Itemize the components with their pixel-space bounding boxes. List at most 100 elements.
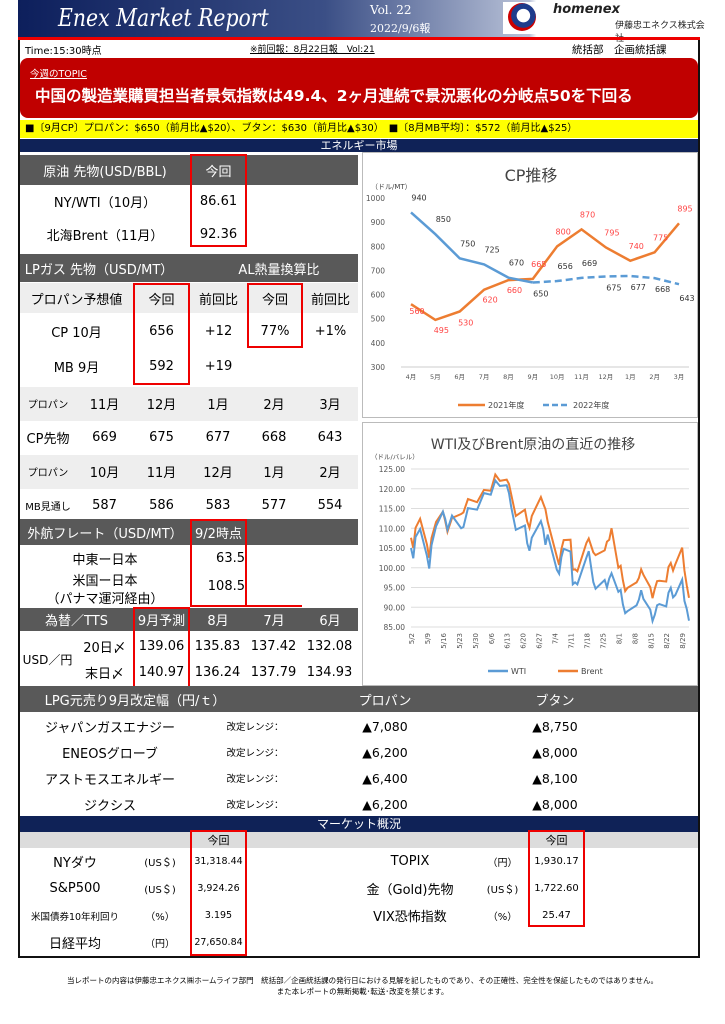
- department: 統括部 企画統括課: [572, 44, 667, 56]
- wholesale-header-label: LPG元売り9月改定幅（円/ｔ）: [44, 693, 226, 709]
- cp-month-row: [20, 387, 358, 421]
- al-col-now: 今回: [261, 292, 288, 308]
- forward-cp-values-cell: 669: [92, 429, 117, 445]
- wholesale-butane: ▲8,000: [532, 744, 578, 760]
- crude-header-label: 原油 先物(USD/BBL): [43, 164, 167, 180]
- y-tick-label: 500: [371, 315, 386, 324]
- x-tick-label: 10月: [550, 373, 565, 381]
- x-tick-label: 7/25: [599, 633, 607, 649]
- crude-header: [20, 155, 358, 185]
- chart-title: CP推移: [505, 166, 558, 185]
- x-tick-label: 8/29: [679, 633, 687, 649]
- y-tick-label: 600: [371, 291, 386, 300]
- wholesale-company: ジャパンガスエナジー: [44, 720, 175, 736]
- data-label-2022: 669: [582, 259, 597, 268]
- al-now: 77%: [260, 323, 290, 339]
- series-2021-line: [410, 222, 680, 322]
- x-tick-label: 8/8: [631, 633, 639, 644]
- y-tick-label: 1000: [366, 194, 385, 203]
- fx-col-jun: 6月: [319, 614, 341, 629]
- market-unit: (US＄): [144, 858, 176, 869]
- market-value: 25.47: [542, 910, 571, 921]
- legend-wti: WTI: [511, 667, 526, 676]
- forward-cp-months-cell: 12月: [146, 397, 177, 413]
- y-tick-label: 700: [371, 266, 386, 275]
- y-tick-label: 105.00: [379, 544, 405, 553]
- market-value: 1,722.60: [534, 883, 579, 894]
- fx-value: 137.79: [250, 664, 297, 680]
- freight-me-value: 63.5: [216, 550, 245, 566]
- y-tick-label: 85.00: [384, 623, 406, 632]
- fx-col-forecast: 9月予測: [137, 614, 186, 629]
- data-label-2022: 750: [460, 239, 475, 248]
- data-label-2021: 665: [531, 260, 546, 269]
- forward-mb-months-cell: 2月: [319, 465, 341, 481]
- x-tick-label: 5/16: [440, 632, 448, 648]
- x-tick-label: 7/11: [568, 633, 576, 649]
- market-unit: （円）: [145, 939, 175, 950]
- report-header: Enex Market Report Vol. 22 2022/9/6報 hom…: [18, 0, 713, 44]
- al-diff: +1%: [314, 323, 347, 339]
- legend-brent: Brent: [581, 667, 603, 676]
- crude-chart: WTI及びBrent原油の直近の推移 （ドル/バレル） 85.00 90.00 95.0…: [362, 422, 698, 686]
- wholesale-header: [20, 686, 698, 712]
- market-value: 31,318.44: [194, 856, 243, 867]
- mb-label: MB 9月: [53, 360, 100, 376]
- market-name: S&P500: [49, 881, 101, 896]
- forward-mb-months-cell: プロパン: [27, 467, 69, 479]
- x-tick-label: 6/27: [536, 633, 544, 649]
- y-tick-label: 120.00: [379, 485, 405, 494]
- forward-mb-months-cell: 1月: [263, 465, 285, 481]
- forward-cp-values-cell: 643: [317, 429, 343, 445]
- previous-report-link[interactable]: ※前回報：8月22日報 Vol:21: [250, 45, 375, 55]
- forward-mb-months-cell: 12月: [203, 465, 233, 481]
- crude-col-now: 今回: [205, 164, 232, 180]
- company-logo: homenex 伊藤忠エネクス株式会社: [503, 2, 713, 44]
- y-tick-label: 110.00: [379, 524, 405, 533]
- fx-row-label: 20日〆: [83, 640, 126, 656]
- forward-mb-months-cell: 11月: [146, 465, 177, 481]
- data-label-2022: 643: [679, 294, 694, 303]
- data-label-2022: 670: [509, 259, 524, 268]
- wholesale-propane: ▲6,200: [362, 744, 408, 760]
- x-tick-label: 5/2: [408, 633, 416, 644]
- wholesale-butane: ▲8,750: [532, 718, 578, 734]
- y-tick-label: 90.00: [384, 603, 406, 612]
- data-label-2022: 850: [436, 215, 451, 224]
- forward-mb-values-cell: MB見通し: [25, 501, 71, 513]
- fx-value: 134.93: [306, 664, 353, 680]
- data-label-2021: 530: [458, 318, 473, 327]
- forward-cp-values-cell: 675: [149, 429, 174, 445]
- wholesale-range-label: 改定レンジ：: [226, 748, 284, 759]
- market-unit: (US＄): [486, 885, 519, 896]
- series-2022-forecast-line: [532, 274, 680, 286]
- market-title: マーケット概況: [20, 816, 698, 832]
- crude-chart-svg: WTI及びBrent原油の直近の推移 （ドル/バレル） 85.00 90.00 95.0…: [371, 436, 690, 676]
- y-tick-label: 300: [371, 363, 386, 372]
- topic-label: 今週のTOPIC: [30, 69, 87, 80]
- fx-value: 140.97: [138, 664, 185, 680]
- data-label-2021: 870: [580, 210, 595, 219]
- forward-cp-values-cell: 668: [261, 429, 287, 445]
- market-value: 3.195: [204, 910, 233, 921]
- market-col-left: 今回: [207, 834, 230, 847]
- highlight-line: [247, 605, 302, 607]
- series-2022-line: [410, 211, 534, 284]
- fx-value: 139.06: [138, 638, 185, 654]
- wholesale-company: ジクシス: [83, 798, 136, 814]
- market-name: 日経平均: [48, 937, 101, 952]
- fx-col-jul: 7月: [263, 614, 285, 629]
- wholesale-butane: ▲8,100: [532, 770, 578, 786]
- market-value: 27,650.84: [194, 937, 243, 948]
- time-stamp: Time:15:30時点: [25, 46, 102, 57]
- wholesale-propane: ▲6,200: [362, 796, 408, 812]
- x-tick-label: 8/22: [663, 633, 671, 649]
- x-tick-label: 6/13: [504, 633, 512, 649]
- market-unit: （円）: [487, 858, 518, 869]
- freight-us-sub: （パナマ運河経由）: [46, 591, 164, 607]
- y-tick-label: 100.00: [379, 564, 405, 573]
- data-label-2021: 800: [556, 227, 571, 236]
- forward-cp-months-cell: プロパン: [27, 399, 69, 411]
- x-tick-label: 6/6: [488, 632, 496, 644]
- logo-mark-icon: [508, 3, 536, 31]
